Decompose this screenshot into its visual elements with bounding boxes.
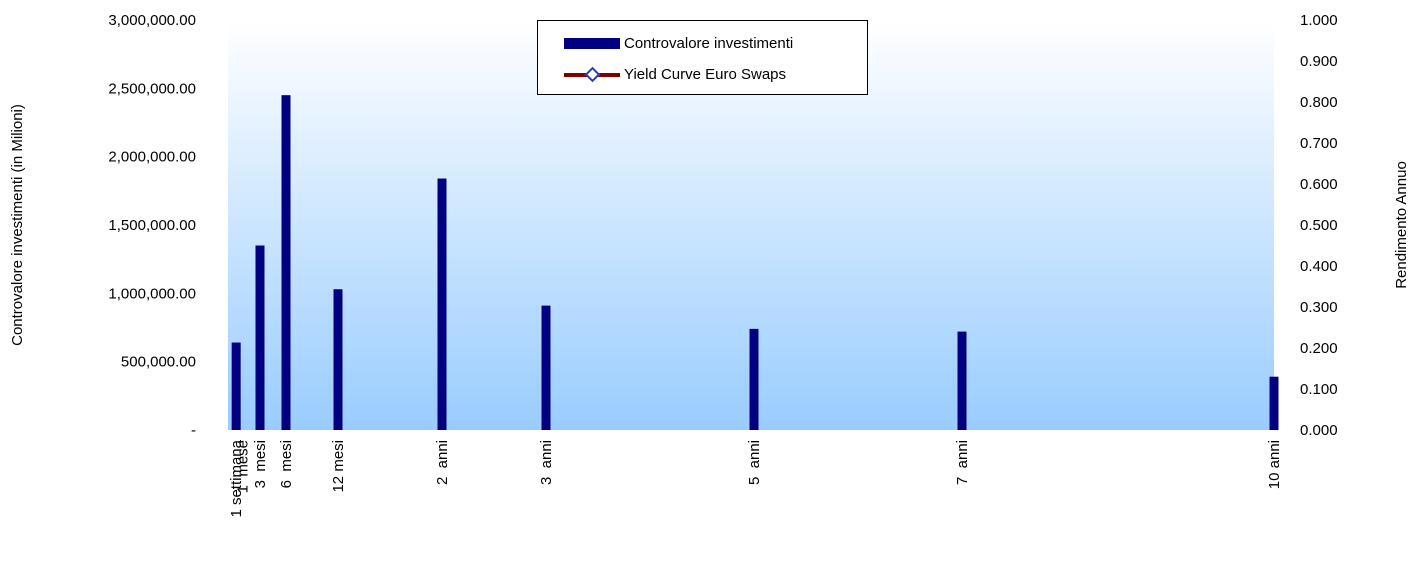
x-tick-label: 10 anni bbox=[1266, 440, 1283, 489]
y2-tick-label: 0.200 bbox=[1300, 340, 1338, 357]
y2-tick-label: 0.800 bbox=[1300, 94, 1338, 111]
y-tick-label: 500,000.00 bbox=[121, 354, 196, 371]
y2-tick-label: 0.100 bbox=[1300, 381, 1338, 398]
x-tick-label: 12 mesi bbox=[330, 440, 347, 493]
y-tick-label: 1,000,000.00 bbox=[108, 285, 196, 302]
x-tick-label: 1 mese bbox=[235, 440, 252, 493]
legend-item-line: Yield Curve Euro Swaps bbox=[538, 63, 786, 85]
x-tick-label: 3 anni bbox=[538, 440, 555, 485]
bar bbox=[333, 289, 343, 430]
y2-tick-label: 0.900 bbox=[1300, 53, 1338, 70]
y-tick-label: 1,500,000.00 bbox=[108, 217, 196, 234]
x-tick-label: 1 settimana bbox=[228, 439, 245, 517]
bar bbox=[541, 305, 551, 430]
y2-tick-label: 0.300 bbox=[1300, 299, 1338, 316]
bar bbox=[255, 245, 265, 430]
y-tick-label: - bbox=[191, 422, 196, 439]
x-tick-label: 7 anni bbox=[954, 440, 971, 485]
y2-tick-label: 0.600 bbox=[1300, 176, 1338, 193]
y2-axis-title: Rendimento Annuo bbox=[1393, 161, 1410, 289]
y2-tick-label: 0.400 bbox=[1300, 258, 1338, 275]
x-tick-label: 5 anni bbox=[746, 440, 763, 485]
bar bbox=[437, 178, 447, 430]
y2-tick-label: 0.700 bbox=[1300, 135, 1338, 152]
legend-item-bar: Controvalore investimenti bbox=[538, 32, 793, 54]
legend: Controvalore investimenti Yield Curve Eu… bbox=[537, 20, 868, 95]
legend-label-bar: Controvalore investimenti bbox=[624, 34, 794, 52]
bar bbox=[281, 95, 291, 431]
legend-label-line: Yield Curve Euro Swaps bbox=[624, 65, 787, 83]
y2-tick-label: 0.500 bbox=[1300, 217, 1338, 234]
y-tick-label: 2,500,000.00 bbox=[108, 80, 196, 97]
bar bbox=[231, 342, 241, 430]
y-tick-label: 2,000,000.00 bbox=[108, 149, 196, 166]
y2-tick-label: 1.000 bbox=[1300, 12, 1338, 29]
bar bbox=[1269, 376, 1279, 430]
bar bbox=[957, 331, 967, 430]
bar bbox=[749, 328, 759, 430]
x-tick-label: 2 anni bbox=[434, 440, 451, 485]
y2-tick-label: 0.000 bbox=[1300, 422, 1338, 439]
x-tick-label: 6 mesi bbox=[278, 440, 295, 488]
y-tick-label: 3,000,000.00 bbox=[108, 12, 196, 29]
legend-bar-swatch bbox=[564, 37, 620, 49]
x-tick-label: 3 mesi bbox=[252, 440, 269, 488]
y-axis-title: Controvalore investimenti (in Milioni) bbox=[9, 104, 26, 346]
legend-line-swatch bbox=[564, 66, 620, 82]
